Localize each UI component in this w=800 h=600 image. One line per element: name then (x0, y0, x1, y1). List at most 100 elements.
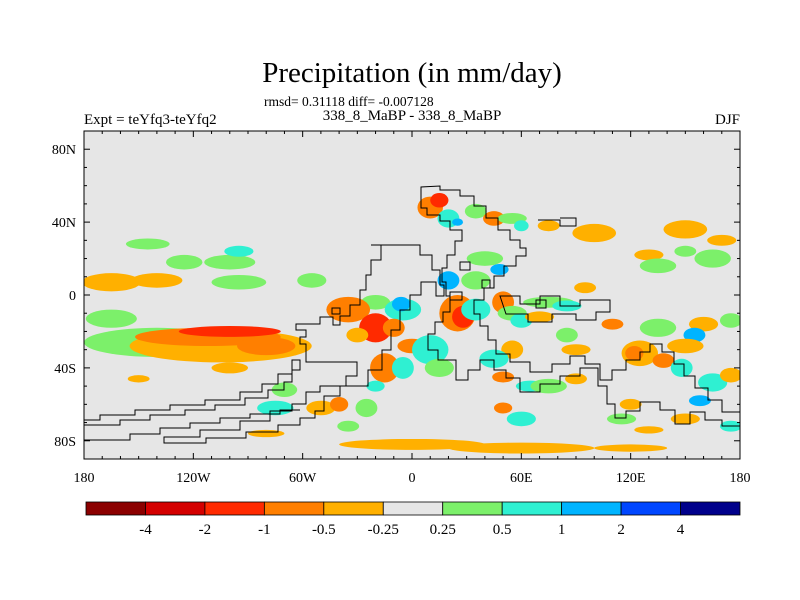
colorbar-swatch (382, 501, 444, 516)
anomaly-patch (670, 358, 693, 377)
anomaly-patch (561, 344, 591, 356)
y-tick-label: 40N (52, 216, 76, 231)
coastline-asia-east (538, 217, 577, 227)
anomaly-patch (224, 245, 254, 257)
chart-subtitle: rmsd= 0.31118 diff= -0.007128 (264, 94, 434, 109)
y-tick-label: 40S (54, 362, 76, 377)
colorbar-swatch (204, 501, 265, 516)
colorbar-swatch (501, 501, 563, 516)
anomaly-patch (719, 313, 740, 328)
x-tick-label: 120W (176, 471, 211, 486)
anomaly-patch (707, 234, 737, 246)
colorbar-label: 0.25 (430, 522, 456, 538)
colorbar-label: -0.25 (368, 522, 399, 538)
coastline-island-c (481, 279, 491, 289)
anomaly-patch (698, 373, 728, 392)
anomaly-patch (464, 203, 487, 219)
coastline-island-e (331, 307, 341, 315)
anomaly-patch (574, 282, 597, 294)
anomaly-patch (84, 273, 141, 292)
colorbar-swatch (263, 501, 325, 516)
anomaly-patch (688, 395, 711, 407)
x-tick-label: 180 (730, 471, 751, 486)
colorbar-label: 0.5 (493, 522, 512, 538)
anomaly-patch (634, 249, 664, 261)
anomaly-patch (452, 218, 464, 226)
colorbar-swatch (680, 501, 741, 516)
coastline-antarctic-inner (84, 409, 300, 441)
x-tick-label: 60E (510, 471, 533, 486)
anomaly-patch (211, 362, 248, 374)
y-tick-label: 80S (54, 435, 76, 450)
anomaly-patch (391, 296, 411, 312)
anomaly-patch (346, 327, 369, 343)
colorbar-swatch (442, 501, 503, 516)
anomaly-patch (366, 380, 385, 392)
x-tick-label: 60W (289, 471, 317, 486)
anomaly-patch (330, 397, 349, 412)
anomaly-patch (688, 316, 719, 332)
anomaly-patch (125, 238, 170, 250)
anomaly-patch (667, 338, 704, 354)
anomaly-patch (494, 402, 513, 414)
chart-title: Precipitation (in mm/day) (262, 57, 562, 89)
anomaly-patch (430, 192, 449, 208)
anomaly-patch (211, 274, 267, 290)
colorbar-swatch (323, 501, 384, 516)
anomaly-patch (461, 271, 491, 290)
anomaly-patch (237, 336, 296, 356)
anomaly-patch (127, 375, 150, 383)
x-tick-label: 120E (616, 471, 646, 486)
anomaly-patch (306, 400, 336, 416)
coastline-europe-africa (420, 185, 740, 427)
colorbar-label: 4 (677, 522, 685, 538)
anomaly-patch (670, 413, 700, 425)
x-tick-label: 0 (409, 471, 416, 486)
colorbar-swatch (85, 501, 146, 516)
x-axis: 180 120W 60W 0 60E 120E 180 (74, 131, 751, 486)
colorbar-label: -1 (258, 522, 271, 538)
anomaly-patch (466, 251, 504, 266)
anomaly-patch (594, 444, 668, 452)
anomaly-patch (85, 309, 137, 328)
anomaly-patch (625, 346, 644, 361)
anomaly-patch (537, 220, 560, 232)
center-label: 338_8_MaBP - 338_8_MaBP (323, 108, 502, 124)
anomaly-patch (639, 258, 677, 274)
anomaly-patch (530, 378, 567, 394)
y-axis: 80N 40N 0 40S 80S (52, 143, 740, 450)
anomaly-patch (339, 438, 485, 450)
colorbar-label: -2 (199, 522, 212, 538)
anomaly-patch (178, 325, 281, 337)
colorbar-swatch (145, 501, 206, 516)
anomaly-patch (683, 327, 706, 343)
anomaly-patch (382, 318, 405, 337)
anomaly-patch (634, 426, 664, 434)
coastline-island-a (449, 291, 463, 301)
anomaly-patch (461, 298, 491, 321)
colorbar-label: -0.5 (312, 522, 336, 538)
anomaly-patch (514, 220, 529, 232)
colorbar-label: 1 (558, 522, 566, 538)
colorbar-swatch (561, 501, 622, 516)
anomaly-patch (355, 398, 378, 418)
y-tick-label: 0 (69, 289, 76, 304)
colorbar-swatch (620, 501, 681, 516)
coastline-south-america (163, 244, 445, 444)
anomaly-patch (524, 311, 555, 323)
right-label: DJF (715, 112, 740, 128)
coastline-island-d (535, 299, 547, 309)
left-label: Expt = teYfq3-teYfq2 (84, 112, 217, 128)
anomaly-patch (391, 356, 414, 379)
anomaly-patch (719, 367, 740, 383)
anomaly-patch (619, 398, 642, 410)
anomaly-patch (448, 442, 595, 454)
anomaly-patch (337, 420, 360, 432)
x-tick-label: 180 (74, 471, 95, 486)
anomaly-patch (424, 358, 454, 377)
anomaly-patch (555, 327, 578, 343)
anomaly-patch (506, 411, 536, 427)
anomaly-patch (131, 273, 183, 288)
colorbar-label: 2 (617, 522, 625, 538)
